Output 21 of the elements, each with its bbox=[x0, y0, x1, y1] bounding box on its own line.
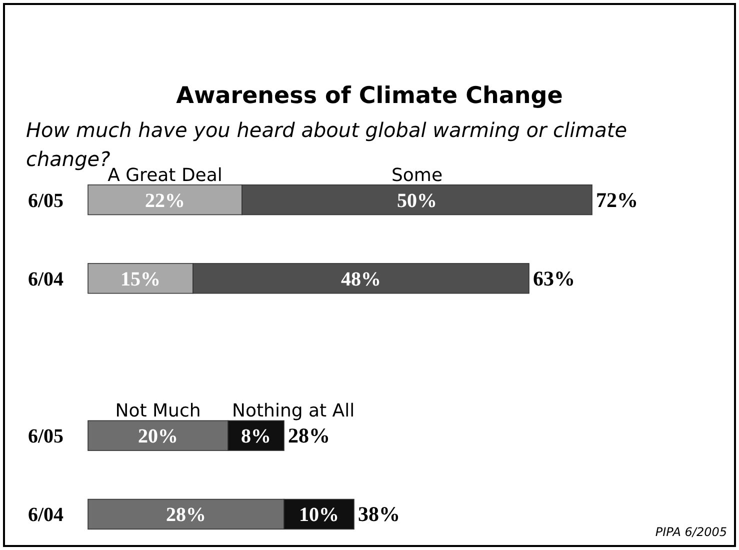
chart-title: Awareness of Climate Change bbox=[176, 83, 563, 109]
series-label: Not Much bbox=[115, 400, 201, 422]
data-label: 50% bbox=[397, 190, 437, 212]
y-tick-label: 6/05 bbox=[28, 426, 64, 448]
data-label: 28% bbox=[166, 504, 206, 526]
y-tick-label: 6/04 bbox=[28, 268, 64, 290]
total-label: 38% bbox=[358, 502, 400, 526]
data-label: 8% bbox=[241, 426, 271, 448]
total-label: 63% bbox=[533, 266, 575, 290]
text: PIPA 6/2005 bbox=[655, 525, 727, 539]
series-label: Nothing at All bbox=[232, 400, 355, 422]
data-label: 20% bbox=[138, 426, 178, 448]
total-label: 72% bbox=[596, 188, 638, 212]
data-label: 10% bbox=[299, 504, 339, 526]
y-tick-label: 6/05 bbox=[28, 190, 64, 212]
y-tick-label: 6/04 bbox=[28, 504, 64, 526]
total-label: 28% bbox=[288, 424, 330, 448]
data-label: 48% bbox=[341, 268, 381, 290]
data-label: 22% bbox=[145, 190, 185, 212]
series-label: Some bbox=[391, 164, 443, 186]
data-label: 15% bbox=[120, 268, 160, 290]
